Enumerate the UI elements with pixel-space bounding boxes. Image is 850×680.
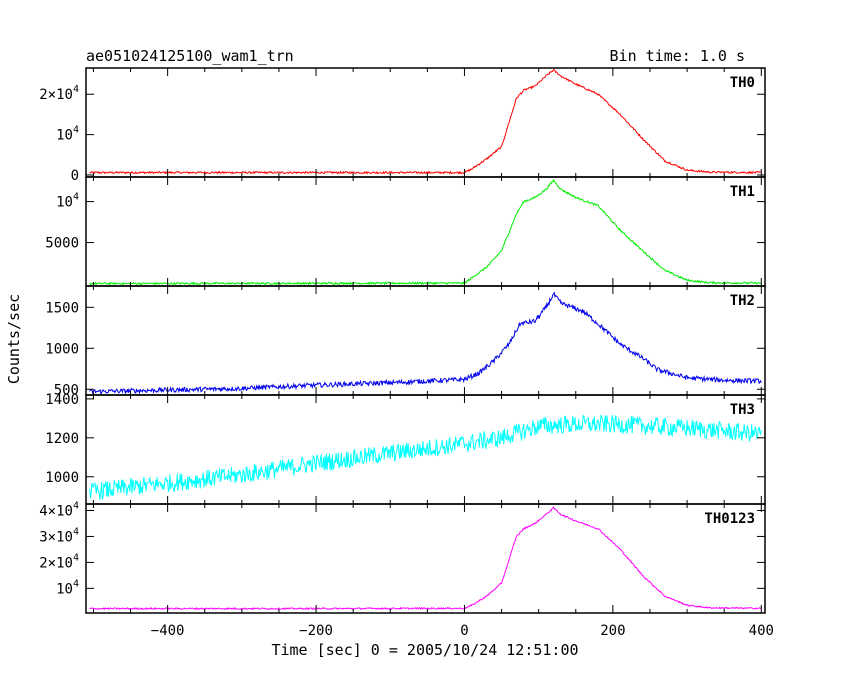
x-tick-label: −400 [151, 623, 185, 639]
panel-label: TH3 [730, 402, 755, 418]
panel-frame [85, 67, 766, 178]
bin-time-label: Bin time: 1.0 s [610, 47, 745, 65]
panel-label: TH1 [730, 184, 755, 200]
panel-label: TH2 [730, 293, 755, 309]
y-tick-label: 3×104 [39, 526, 79, 545]
series-th1 [89, 178, 762, 286]
y-tick-label: 1200 [45, 431, 79, 447]
panel-th3: 1000 1200 1400 TH3 [45, 392, 766, 505]
x-axis-label: Time [sec] 0 = 2005/10/24 12:51:00 [271, 641, 578, 659]
x-tick-label: 200 [600, 623, 625, 639]
panel-frame [85, 285, 766, 396]
y-tick-label: 5000 [45, 236, 79, 252]
series-th0123 [89, 506, 762, 611]
x-tick-label: 400 [749, 623, 774, 639]
panel-label: TH0 [730, 75, 755, 91]
y-tick-label: 500 [54, 382, 79, 398]
y-tick-label: 104 [56, 125, 79, 144]
y-tick-label: 1000 [45, 470, 79, 486]
x-axis: −400 −200 0 200 400 [151, 623, 774, 639]
y-tick-label: 4×104 [39, 500, 79, 519]
y-tick-label: 1500 [45, 300, 79, 316]
panel-frame [85, 176, 766, 287]
y-tick-label: 2×104 [39, 552, 79, 571]
panel-th1: 5000 104 TH1 [45, 176, 766, 287]
panel-th0123: 104 2×104 3×104 4×104 TH0123 [39, 500, 766, 614]
panel-label: TH0123 [704, 511, 755, 527]
y-tick-label: 104 [56, 578, 79, 597]
x-tick-label: 0 [460, 623, 468, 639]
y-tick-label: 0 [71, 168, 79, 184]
y-tick-label: 2×104 [39, 84, 79, 103]
y-axis-label: Counts/sec [5, 294, 23, 384]
chart-title: ae051024125100_wam1_trn [86, 47, 294, 65]
series-th2 [89, 291, 762, 396]
y-tick-label: 104 [56, 192, 79, 211]
panel-frame [85, 503, 766, 614]
y-tick-label: 1400 [45, 392, 79, 408]
y-tick-label: 1000 [45, 341, 79, 357]
series-th0 [89, 69, 762, 175]
x-tick-label: −200 [299, 623, 333, 639]
panel-th0: 0 104 2×104 TH0 [39, 67, 766, 184]
panel-th2: 500 1000 1500 TH2 [45, 285, 766, 398]
series-th3 [89, 414, 762, 500]
panels-group: 0 104 2×104 TH0 5000 104 TH1 500 1000 1500 TH2 1000… [39, 67, 766, 614]
